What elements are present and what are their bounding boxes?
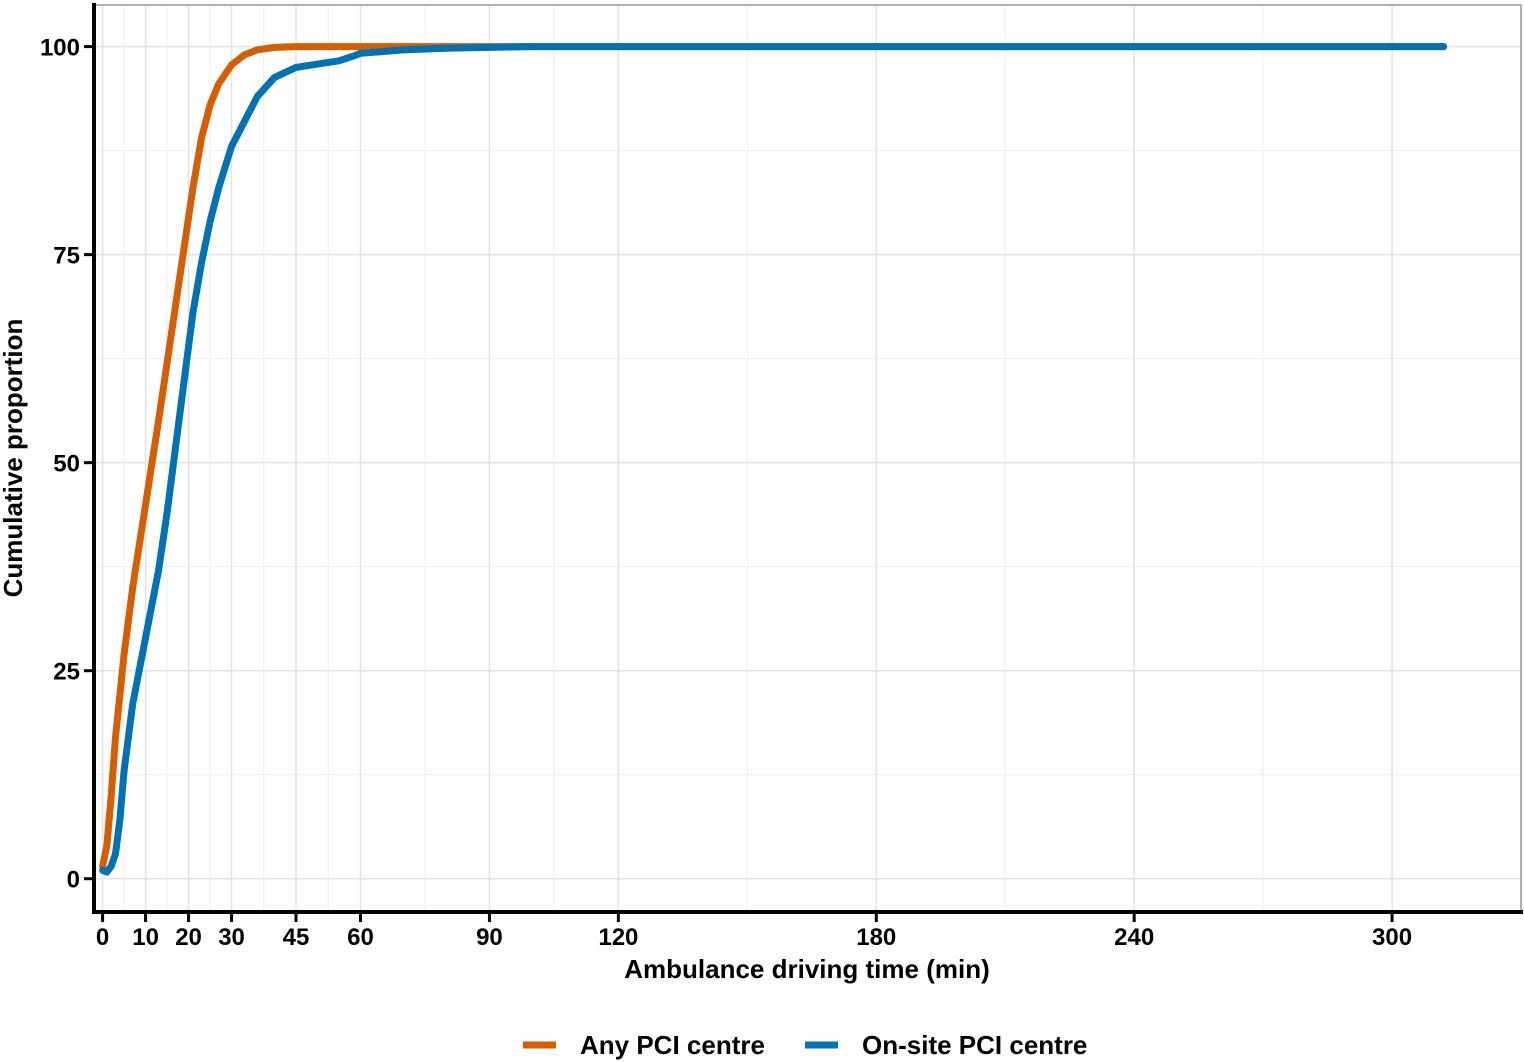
series-line-2 [99,43,1448,876]
x-ticks: 0 10 20 30 45 60 90 120 180 240 300 [96,912,1412,951]
x-tick-label: 180 [856,924,896,951]
y-tick-label: 50 [53,451,80,478]
x-axis-title: Ambulance driving time (min) [624,954,990,984]
x-tick-label: 10 [132,924,159,951]
y-tick-label: 0 [67,867,80,894]
y-tick-label: 100 [40,35,80,62]
series-lines [99,43,1448,876]
x-tick-label: 300 [1372,924,1412,951]
grid-minor [94,5,1521,912]
x-tick-label: 0 [96,924,109,951]
y-tick-label: 75 [53,243,80,270]
y-axis-title: Cumulative proportion [0,319,28,598]
x-tick-label: 120 [598,924,638,951]
x-tick-label: 45 [283,924,310,951]
x-tick-label: 240 [1114,924,1154,951]
legend-label-1: Any PCI centre [580,1030,765,1060]
y-ticks: 0 25 50 75 100 [40,35,94,894]
x-tick-label: 60 [347,924,374,951]
legend-label-2: On-site PCI centre [862,1030,1087,1060]
y-tick-label: 25 [53,659,80,686]
legend: Any PCI centre On-site PCI centre [523,1030,1087,1060]
x-tick-label: 30 [218,924,245,951]
x-tick-label: 20 [175,924,202,951]
x-tick-label: 90 [476,924,503,951]
panel-background [94,5,1521,912]
